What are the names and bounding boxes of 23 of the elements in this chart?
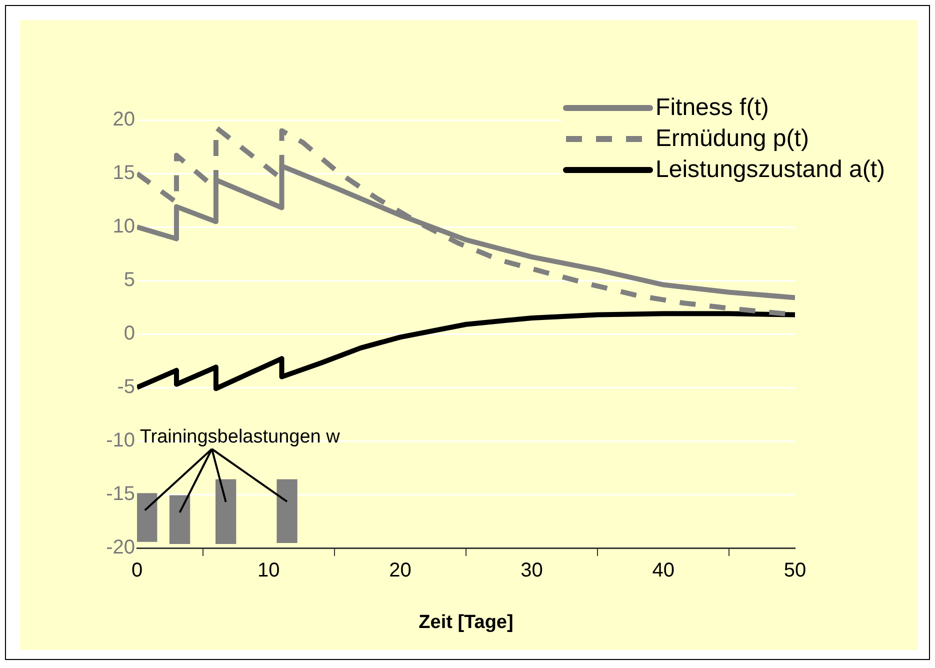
legend-label: Fitness f(t) — [656, 94, 769, 122]
y-tick-label: -5 — [117, 376, 135, 398]
x-tick-label: 30 — [520, 560, 543, 582]
bar — [137, 493, 158, 542]
legend-label: Ermüdung p(t) — [656, 124, 809, 152]
x-tick-label: 40 — [652, 560, 675, 582]
annotation: Trainingsbelastungen w — [140, 426, 340, 448]
y-tick-label: 0 — [124, 322, 135, 345]
x-tick-label: 20 — [389, 560, 412, 582]
x-axis-title: Zeit [Tage] — [418, 612, 514, 633]
y-tick-label: 15 — [112, 162, 135, 184]
bar — [216, 479, 236, 544]
y-tick-label: 5 — [124, 269, 135, 292]
y-tick-label: -20 — [106, 536, 135, 559]
y-tick-label: 10 — [112, 216, 135, 238]
y-tick-label: 20 — [112, 108, 135, 131]
y-tick-label: -10 — [106, 430, 135, 452]
x-tick-label: 50 — [784, 560, 806, 582]
bar — [169, 495, 190, 544]
legend-label: Leistungszustand a(t) — [656, 156, 885, 184]
bar — [276, 479, 298, 543]
y-tick-label: -15 — [106, 483, 135, 506]
x-tick-label: 10 — [257, 560, 280, 582]
